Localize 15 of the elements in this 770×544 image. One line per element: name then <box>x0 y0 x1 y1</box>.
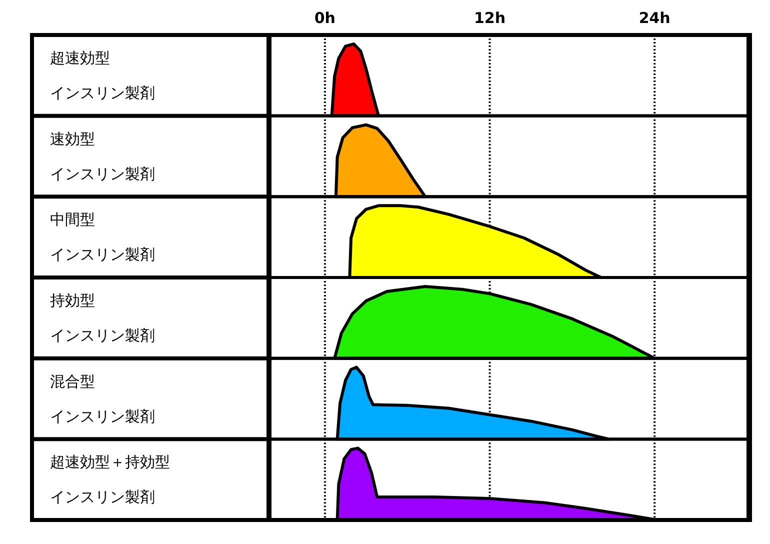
text: インスリン製剤 <box>50 326 155 344</box>
x-tick-label: 24h <box>638 9 670 27</box>
text: インスリン製剤 <box>50 246 155 264</box>
y-axis-title: 超速効型 <box>50 49 110 67</box>
text: インスリン製剤 <box>50 84 155 102</box>
text: インスリン製剤 <box>50 164 155 183</box>
x-tick-label: 0h <box>314 9 336 27</box>
x-tick-label: 12h <box>474 9 506 27</box>
y-axis-title: 持効型 <box>50 292 95 310</box>
y-axis-title: 速効型 <box>50 130 95 148</box>
y-axis-title: 混合型 <box>50 372 95 390</box>
y-axis-title: 超速効型＋持効型 <box>50 453 170 472</box>
y-axis-title: 中間型 <box>50 210 95 229</box>
text: インスリン製剤 <box>50 488 155 506</box>
text: インスリン製剤 <box>50 407 155 426</box>
